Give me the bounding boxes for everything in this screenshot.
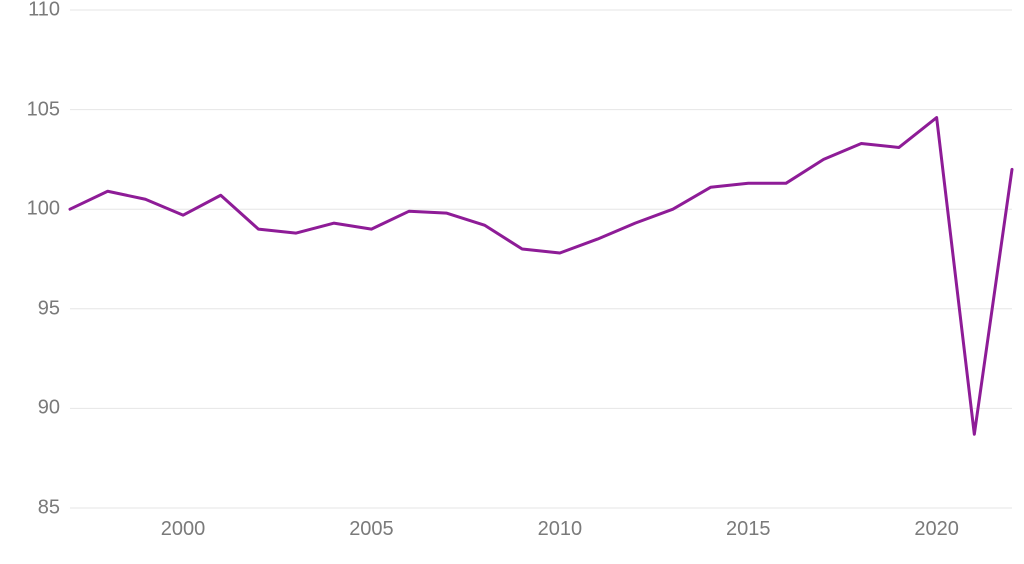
- y-tick-label: 95: [38, 297, 60, 320]
- y-tick-label: 110: [28, 0, 60, 22]
- x-tick-label: 2015: [726, 518, 771, 541]
- x-tick-label: 2005: [349, 518, 394, 541]
- x-tick-label: 2000: [161, 518, 206, 541]
- x-tick-label: 2020: [914, 518, 959, 541]
- y-tick-label: 105: [27, 98, 60, 121]
- y-tick-label: 90: [38, 397, 60, 420]
- x-tick-label: 2010: [538, 518, 583, 541]
- line-chart: 85 90 95 100 105 110 2000 2005 2010 2015 2020: [0, 0, 1024, 564]
- y-tick-label: 85: [38, 497, 60, 520]
- chart-canvas: [0, 0, 1024, 564]
- y-tick-label: 100: [27, 198, 60, 221]
- series-line-index: [70, 118, 1012, 435]
